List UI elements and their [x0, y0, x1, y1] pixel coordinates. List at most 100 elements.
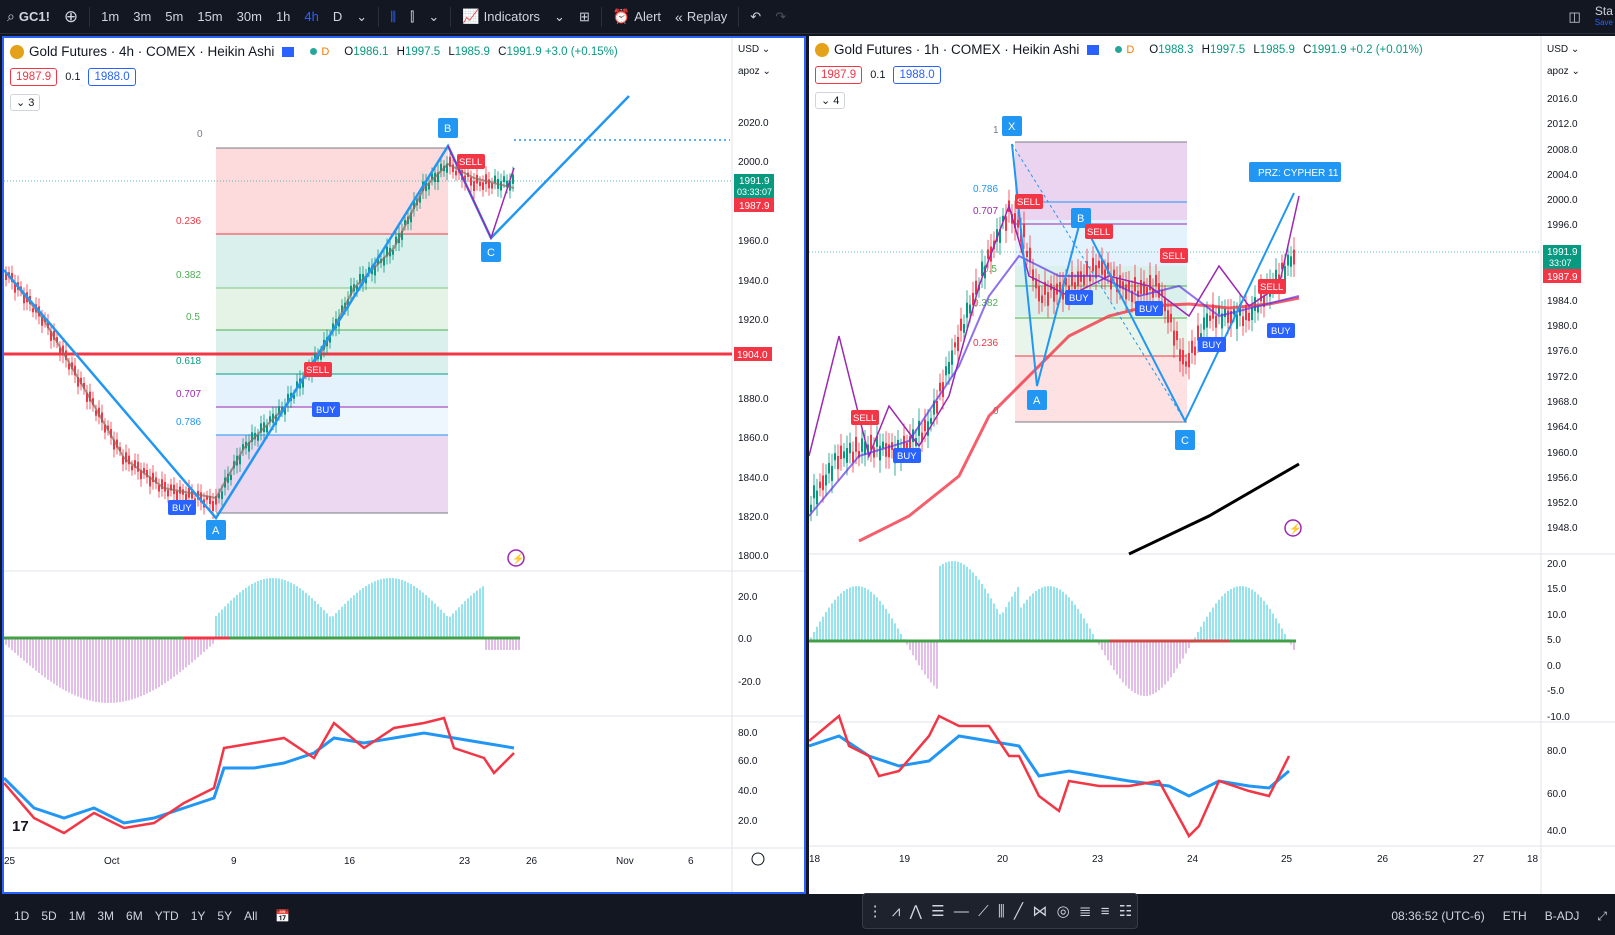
price-tick: 1820.0: [738, 512, 769, 523]
indicators-icon: 📈: [462, 8, 480, 24]
lightning-icon[interactable]: [1284, 519, 1302, 537]
gann-fan-icon[interactable]: ☷: [1118, 903, 1133, 920]
svg-text:26: 26: [1377, 854, 1389, 865]
svg-text:0.236: 0.236: [973, 338, 998, 349]
svg-text:1987.9: 1987.9: [1547, 272, 1578, 283]
clock-time[interactable]: 08:36:52 (UTC-6): [1391, 909, 1485, 923]
elliott-wave-icon[interactable]: ◎: [1056, 903, 1070, 920]
price-tick: 1964.0: [1547, 422, 1578, 433]
undo-button[interactable]: ↶: [743, 0, 768, 34]
lightning-icon[interactable]: [507, 549, 525, 567]
right-chart-title[interactable]: Gold Futures · 1h · COMEX · Heikin Ashi: [834, 42, 1080, 57]
interval-4h[interactable]: 4h: [304, 9, 319, 24]
layout-button[interactable]: ◫: [1561, 0, 1587, 34]
trend-line-icon[interactable]: ╱: [1014, 903, 1024, 920]
point-b-label: B: [444, 123, 451, 135]
head-shoulders-icon[interactable]: ⋈: [1032, 903, 1048, 920]
symbol-search[interactable]: ⌕ GC1!: [7, 8, 50, 24]
svg-text:20.0: 20.0: [738, 592, 758, 603]
interval-15m[interactable]: 15m: [197, 9, 223, 24]
chart-type-dropdown[interactable]: ⌄: [421, 0, 446, 34]
scale-select[interactable]: apoz ⌄: [1547, 66, 1580, 77]
price-tick: 1880.0: [738, 394, 769, 405]
svg-text:SELL: SELL: [1162, 251, 1185, 262]
session-toggle[interactable]: ETH: [1502, 909, 1527, 923]
rsi-line-blue: [4, 731, 515, 825]
maximize-icon[interactable]: ⤢: [1597, 908, 1607, 923]
horizontal-line-icon[interactable]: —: [953, 902, 969, 920]
flag-icon[interactable]: [1087, 44, 1100, 55]
flag-icon[interactable]: [282, 46, 295, 57]
xabcd-pattern-icon[interactable]: ⩘: [891, 902, 901, 920]
range-ytd[interactable]: YTD: [154, 909, 179, 923]
left-chart-title[interactable]: Gold Futures · 4h · COMEX · Heikin Ashi: [29, 44, 275, 59]
svg-text:-5.0: -5.0: [1547, 686, 1565, 697]
left-chart-canvas[interactable]: 0 0.236 0.382 0.5 0.618 0.707 0.786 1904…: [4, 38, 804, 892]
right-chart-canvas[interactable]: 1 0.786 0.707 0.5 0.382 0.236 0 X A B C …: [809, 36, 1615, 894]
interval-d[interactable]: D: [332, 9, 343, 24]
adjustment-toggle[interactable]: B-ADJ: [1544, 909, 1580, 923]
fib-time-icon[interactable]: ≡: [1100, 902, 1110, 920]
long-position-icon[interactable]: ⫼: [997, 902, 1005, 920]
range-6m[interactable]: 6M: [126, 909, 143, 923]
fib-retracement-icon[interactable]: ☰: [931, 903, 945, 920]
scale-select[interactable]: apoz ⌄: [738, 66, 771, 77]
fib-channel-icon[interactable]: ≣: [1078, 903, 1092, 920]
undo-icon: ↶: [750, 8, 762, 24]
range-3m[interactable]: 3M: [97, 909, 115, 923]
range-1y[interactable]: 1Y: [190, 909, 206, 923]
chart-type-candles[interactable]: ⫼: [383, 0, 403, 34]
range-1m[interactable]: 1M: [68, 909, 86, 923]
interval-1m[interactable]: 1m: [101, 9, 120, 24]
drag-handle-icon[interactable]: ⋮: [867, 903, 883, 920]
range-1d[interactable]: 1D: [14, 909, 30, 923]
chart-type-bars[interactable]: ⫿: [403, 0, 421, 34]
sell-price-button[interactable]: 1987.9: [815, 66, 863, 84]
svg-text:80.0: 80.0: [1547, 746, 1567, 757]
interval-3m[interactable]: 3m: [133, 9, 152, 24]
svg-text:60.0: 60.0: [1547, 789, 1567, 800]
legend-collapse-button[interactable]: ⌄ 4: [815, 92, 846, 109]
interval-1h[interactable]: 1h: [275, 9, 291, 24]
svg-text:6: 6: [688, 856, 694, 867]
compare-button[interactable]: ⊕: [57, 0, 85, 34]
price-tick: 1860.0: [738, 433, 769, 444]
bottom-toolbar: 1D 5D 1M 3M 6M YTD 1Y 5Y All 📅: [0, 897, 1615, 935]
alert-button[interactable]: ⏰ Alert: [612, 8, 662, 24]
date-range-icon[interactable]: 📅: [275, 909, 291, 923]
price-tick: 2020.0: [738, 118, 769, 129]
save-area[interactable]: Sta Save: [1594, 3, 1613, 27]
svg-text:9: 9: [231, 856, 237, 867]
chart-pane-left[interactable]: 0 0.236 0.382 0.5 0.618 0.707 0.786 1904…: [2, 36, 806, 894]
chart-pane-right[interactable]: 1 0.786 0.707 0.5 0.382 0.236 0 X A B C …: [809, 36, 1615, 894]
interval-30m[interactable]: 30m: [236, 9, 262, 24]
layout-icon: ◫: [1568, 8, 1581, 24]
svg-text:BUY: BUY: [1069, 293, 1089, 304]
indicators-dropdown[interactable]: ⌄: [547, 0, 572, 34]
svg-text:0: 0: [993, 406, 999, 417]
svg-text:24: 24: [1187, 854, 1199, 865]
abc-pattern-icon[interactable]: ⋀: [909, 903, 922, 920]
sell-price-button[interactable]: 1987.9: [10, 68, 58, 86]
right-price-axis[interactable]: 2016.0 2012.0 2008.0 2004.0 2000.0 1996.0 1984…: [1547, 94, 1578, 534]
currency-select[interactable]: USD ⌄: [1547, 44, 1580, 55]
ray-icon[interactable]: ⟋: [978, 902, 989, 920]
indicators-button[interactable]: 📈 Indicators: [462, 8, 541, 24]
trend-line[interactable]: [1128, 462, 1300, 556]
legend-collapse-button[interactable]: ⌄ 3: [10, 94, 41, 111]
currency-select[interactable]: USD ⌄: [738, 44, 771, 55]
right-chart-header: Gold Futures · 1h · COMEX · Heikin Ashi …: [815, 42, 1423, 57]
range-5y[interactable]: 5Y: [217, 909, 233, 923]
replay-button[interactable]: «Replay: [675, 8, 728, 25]
interval-dropdown[interactable]: ⌄: [349, 0, 374, 34]
buy-price-button[interactable]: 1988.0: [88, 68, 136, 86]
interval-5m[interactable]: 5m: [165, 9, 184, 24]
settings-gear-icon[interactable]: [751, 852, 765, 866]
fib-label-0: 0: [197, 129, 203, 140]
templates-button[interactable]: ⊞: [572, 0, 597, 34]
range-all[interactable]: All: [244, 909, 258, 923]
fib-label-236: 0.236: [176, 216, 201, 227]
range-5d[interactable]: 5D: [41, 909, 57, 923]
buy-price-button[interactable]: 1988.0: [893, 66, 941, 84]
redo-button[interactable]: ↷: [768, 0, 793, 34]
